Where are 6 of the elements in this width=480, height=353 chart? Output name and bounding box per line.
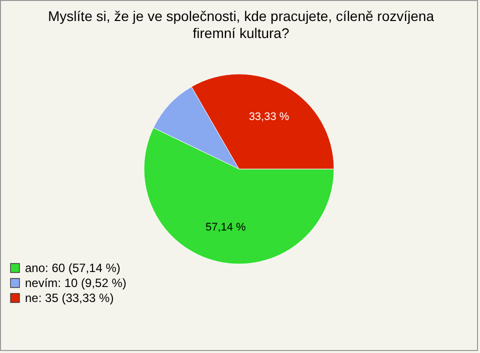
chart-title: Myslíte si, že je ve společnosti, kde pracujete, cíleně rozvíjena firemní kultura? (48, 8, 434, 41)
legend-label: ano: 60 (57,14 %) (25, 261, 120, 275)
data-label: 33,33 % (248, 111, 290, 124)
data-label: 57,14 % (205, 221, 246, 234)
legend-label: nevím: 10 (9,52 %) (25, 276, 126, 290)
legend-label: ne: 35 (33,33 %) (25, 291, 114, 305)
